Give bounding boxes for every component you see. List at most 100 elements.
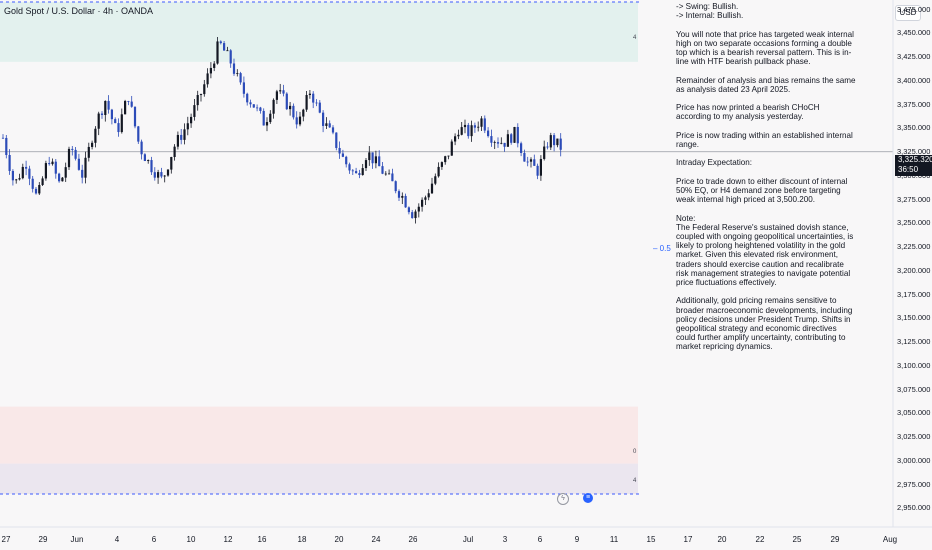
candle-body [28,168,31,179]
candle-body [153,172,156,178]
price-tick: 3,250.000 [897,218,931,228]
candle-body [477,126,480,128]
candle-body [259,107,262,111]
candle-body [411,212,414,219]
time-tick: 27 [1,535,11,544]
candle-body [322,112,325,126]
candle-body [351,170,354,172]
price-tick: 3,050.000 [897,408,931,418]
candle-body [199,94,203,96]
candle-body [249,102,252,105]
candle-body [553,135,556,146]
candle-body [209,67,212,74]
supply-zone-mark: 4 [633,35,637,41]
currency-button[interactable]: USD [895,5,921,21]
candle-body [483,118,486,131]
candle-body [480,118,483,127]
candle-body [193,105,196,117]
candle-body [206,73,209,85]
candle-body [397,191,401,198]
candle-body [44,163,47,179]
candle-body [546,146,549,148]
candle-body [21,166,24,179]
demand-zone [0,406,638,464]
candle-body [183,129,186,140]
price-tick: 3,075.000 [897,384,931,394]
candle-body [543,146,546,159]
candle-body [54,161,57,174]
candle-body [8,154,11,171]
fib-dash-icon: – [653,244,660,253]
dividend-icon[interactable]: ≡ [583,493,593,503]
candle-body [143,154,146,162]
time-tick: 12 [223,535,233,544]
candle-body [298,116,302,125]
candle-body [529,159,533,162]
candle-body [216,41,219,64]
candle-body [127,101,130,102]
price-tick: 2,975.000 [897,479,931,489]
candle-body [160,172,163,177]
candle-body [150,160,153,173]
time-tick: 18 [297,535,307,544]
candle-body [421,199,424,207]
time-tick: 20 [334,535,344,544]
candle-body [41,178,44,186]
candle-body [325,123,328,126]
candle-body [130,101,133,107]
candle-body [335,132,338,148]
candle-body [180,134,183,140]
candle-body [58,173,61,182]
fib-50-label: – 0.5 [653,244,671,253]
candle-body [450,141,453,156]
candle-body [371,152,374,164]
time-tick: 3 [502,535,508,544]
zones-layer [0,2,638,495]
candle-body [67,148,71,168]
candle-body [107,100,110,110]
candle-body [173,146,176,158]
candle-body [186,123,189,130]
time-tick: 29 [38,535,48,544]
candle-body [97,113,100,129]
candle-body [513,127,516,143]
lightning-icon[interactable]: ϟ [557,493,569,505]
time-tick: 10 [186,535,196,544]
time-tick: 15 [646,535,656,544]
candle-body [493,142,496,143]
candle-body [467,124,470,137]
candle-body [500,142,503,144]
candle-body [51,161,54,165]
demand-zone-mark: 0 [633,449,637,455]
candle-body [157,172,160,178]
candle-body [15,179,18,181]
candle-body [394,181,397,192]
price-tick: 3,450.000 [897,28,931,38]
candle-body [444,156,447,163]
time-tick: 29 [830,535,840,544]
supply-zone [0,2,638,62]
price-tick: 3,425.000 [897,52,931,62]
candle-body [81,169,84,178]
candle-body [61,177,64,182]
candle-body [110,109,113,120]
candle-body [71,148,74,150]
price-tick: 3,125.000 [897,337,931,347]
candle-body [190,116,193,124]
candle-body [74,149,77,159]
candle-body [265,122,269,126]
demand-low-zone-mark: 4 [633,478,637,484]
time-tick: 6 [537,535,543,544]
price-tick: 3,275.000 [897,194,931,204]
price-tick: 3,000.000 [897,455,931,465]
candle-body [239,73,242,83]
candle-body [226,50,229,52]
candle-body [295,117,298,125]
candle-body [232,63,236,74]
candle-body [559,138,562,150]
note-double-top: You will note that price has targeted we… [676,29,854,67]
note-macro: Additionally, gold pricing remains sensi… [676,296,853,352]
price-tick: 3,200.000 [897,265,931,275]
time-tick: 16 [257,535,267,544]
